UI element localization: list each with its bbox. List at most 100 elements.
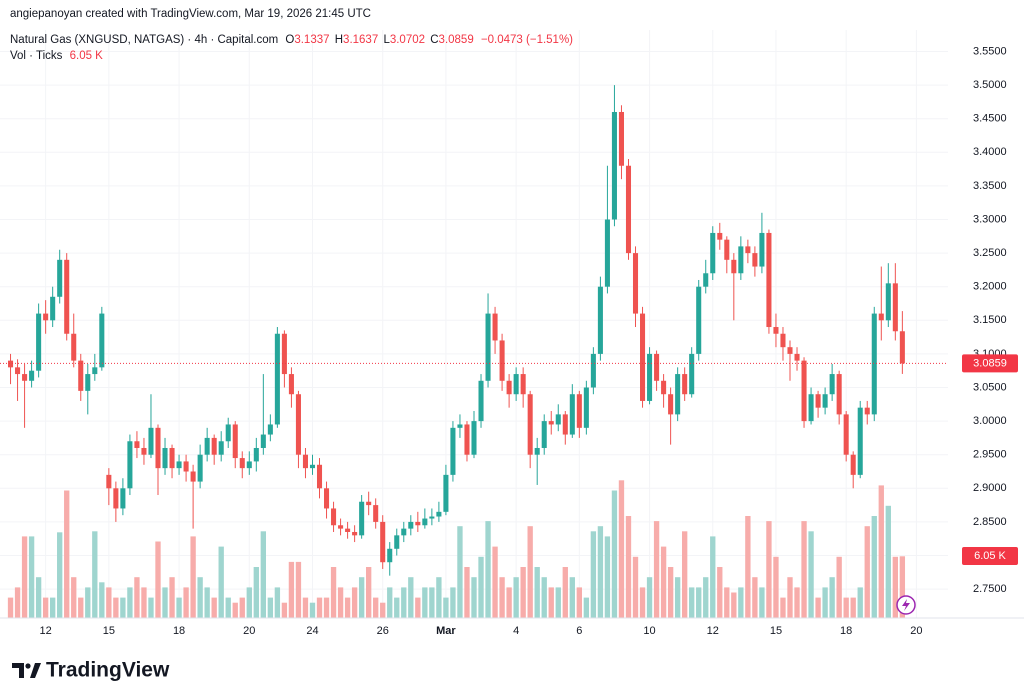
candle-body	[134, 441, 140, 448]
candle-body	[597, 286, 603, 354]
candle-body	[618, 111, 624, 166]
candle-body	[8, 360, 14, 368]
candle-body	[682, 374, 688, 395]
logo-slash	[30, 663, 41, 678]
logo-dot	[25, 663, 31, 669]
volume-bar	[562, 567, 568, 618]
volume-bar	[225, 597, 231, 618]
candle-body	[338, 525, 344, 529]
volume-bar	[717, 567, 723, 618]
candle-body	[724, 239, 730, 260]
volume-bar	[899, 556, 906, 618]
volume-bar	[92, 531, 98, 618]
volume-bar	[745, 516, 751, 618]
candle-body	[99, 313, 105, 368]
y-tick-label: 3.5000	[973, 79, 1007, 91]
candle-body	[759, 232, 765, 267]
candle-body	[15, 367, 21, 375]
volume-bar	[274, 587, 281, 618]
x-tick-label: 12	[707, 625, 719, 637]
volume-bar	[759, 587, 765, 618]
volume-legend: Vol · Ticks 6.05 K	[10, 50, 103, 62]
y-tick-label: 3.4500	[973, 113, 1007, 125]
l-label: L	[383, 34, 390, 46]
volume-bar	[253, 567, 259, 618]
volume-bar	[471, 577, 477, 618]
candle-body	[590, 353, 596, 388]
volume-bar	[351, 587, 358, 618]
candle-body	[604, 219, 610, 287]
y-tick-label: 3.0000	[973, 415, 1007, 427]
candle-body	[36, 313, 42, 371]
x-tick-label: 18	[173, 625, 185, 637]
candle-body	[562, 414, 568, 435]
candle-body	[661, 380, 667, 395]
candle-body	[429, 516, 435, 519]
x-tick-label: 20	[243, 625, 255, 637]
volume-bar	[218, 546, 224, 618]
volume-bar	[49, 597, 56, 618]
candle-body	[541, 421, 547, 448]
candle-body	[366, 501, 372, 506]
y-tick-label: 3.4000	[973, 146, 1007, 158]
volume-bar	[450, 587, 456, 618]
candle-body	[141, 447, 147, 455]
volume-bar	[660, 546, 667, 618]
candle-body	[766, 232, 772, 328]
candle-body	[478, 380, 484, 422]
volume-bar	[864, 526, 870, 618]
volume-bar	[64, 490, 70, 618]
logo: TradingView	[12, 659, 170, 682]
candle-body	[878, 313, 884, 321]
candle-body	[232, 424, 238, 459]
candle-body	[183, 461, 189, 472]
volume-bar	[28, 536, 35, 618]
volume-bar	[422, 587, 428, 618]
candle-body	[752, 253, 758, 267]
logo-mark	[12, 663, 24, 678]
volume-bar	[443, 597, 449, 618]
x-tick-label: 6	[576, 625, 582, 637]
volume-bar	[850, 597, 856, 618]
candle-body	[527, 394, 533, 455]
candle-body	[492, 313, 498, 341]
volume-bar	[618, 480, 625, 618]
candle-body	[92, 367, 98, 375]
volume-bar	[457, 526, 463, 618]
volume-bar	[7, 597, 14, 618]
candle-body	[513, 374, 519, 395]
candle-body	[50, 296, 56, 321]
candle-body	[738, 246, 744, 274]
volume-bar	[632, 556, 639, 618]
candle-body	[583, 387, 589, 428]
candle-body	[464, 424, 470, 455]
volume-bar	[309, 602, 316, 618]
candle-body	[885, 283, 891, 321]
volume-bar	[204, 587, 210, 618]
candle-body	[148, 427, 154, 455]
candle-body	[394, 535, 400, 549]
candle-body	[850, 454, 856, 475]
x-tick-label: 24	[306, 625, 318, 637]
h-value: 3.1637	[343, 34, 378, 46]
last-price-tag	[962, 354, 1018, 373]
candle-body	[773, 327, 779, 334]
candle-body	[843, 414, 849, 455]
candle-body	[43, 313, 49, 321]
volume-bar	[639, 587, 646, 618]
candle-body	[309, 464, 316, 469]
candle-body	[675, 374, 681, 415]
y-tick-label: 3.2000	[973, 281, 1007, 293]
volume-bar	[836, 556, 842, 618]
y-tick-label: 2.8500	[973, 516, 1007, 528]
volume-bar	[843, 597, 849, 618]
candle-body	[822, 394, 828, 408]
volume-bar	[604, 536, 611, 618]
candle-body	[548, 421, 554, 425]
volume-bar	[155, 541, 161, 618]
candle-body	[204, 437, 210, 455]
candle-body	[892, 283, 898, 332]
candle-body	[794, 353, 800, 361]
volume-bar	[738, 587, 744, 618]
volume-bar	[141, 587, 147, 618]
